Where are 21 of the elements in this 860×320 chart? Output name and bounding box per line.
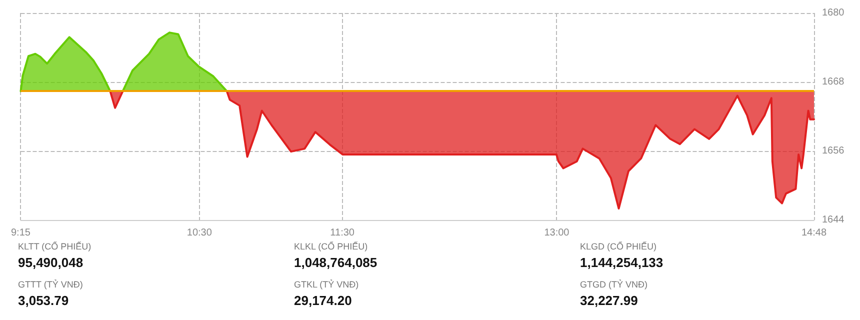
text: GTKL (TỶ VNĐ) [294, 278, 359, 290]
y-tick-label: 1656 [822, 146, 845, 156]
text: 95,490,048 [18, 255, 84, 270]
x-tick-label: 11:30 [330, 228, 355, 238]
text: 1,048,764,085 [294, 255, 378, 270]
text: KLTT (CỔ PHIẾU) [18, 240, 92, 252]
x-tick-label: 9:15 [10, 228, 31, 238]
text: 3,053.79 [18, 293, 69, 308]
text: GTTT (TỶ VNĐ) [18, 278, 83, 290]
x-tick-label: 13:00 [544, 228, 570, 238]
text: 29,174.20 [294, 293, 352, 308]
y-tick-label: 1644 [822, 214, 845, 226]
y-tick-label: 1680 [822, 8, 845, 18]
text: 1,144,254,133 [580, 255, 664, 270]
x-tick-label: 10:30 [186, 228, 212, 238]
text: KLGD (CỔ PHIẾU) [580, 240, 657, 252]
text: 32,227.99 [580, 293, 638, 308]
text: KLKL (CỔ PHIẾU) [294, 240, 368, 252]
text: GTGD (TỶ VNĐ) [580, 278, 648, 290]
x-tick-label: 14:48 [801, 228, 827, 238]
y-tick-label: 1668 [822, 76, 845, 88]
